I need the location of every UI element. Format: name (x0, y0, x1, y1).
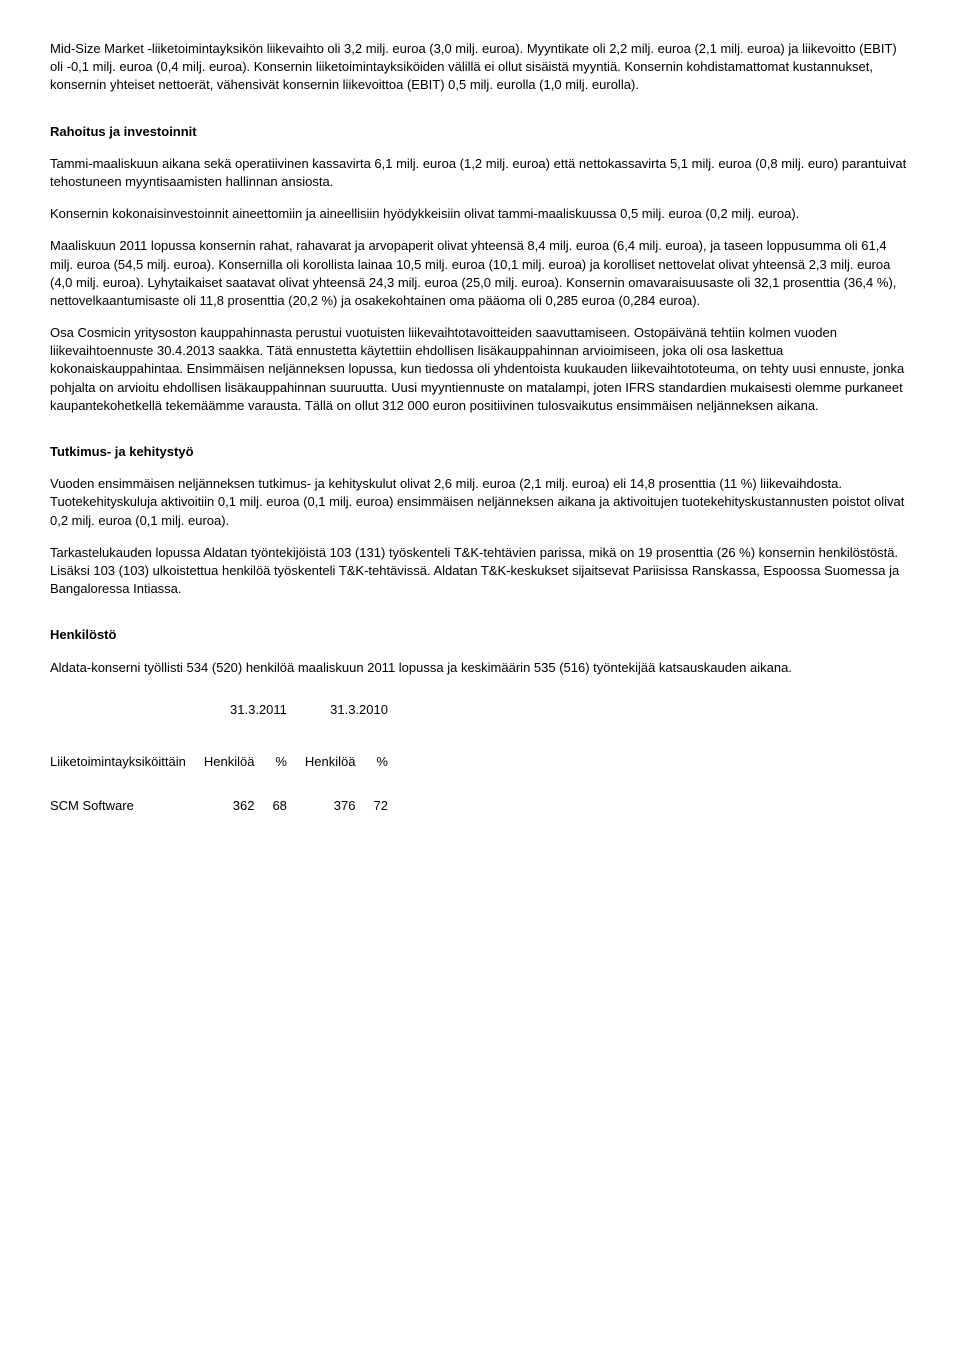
heading-henkilosto: Henkilöstö (50, 626, 910, 644)
paragraph-balance: Maaliskuun 2011 lopussa konsernin rahat,… (50, 237, 910, 310)
table-date-2: 31.3.2010 (305, 697, 406, 723)
table-date-1: 31.3.2011 (204, 697, 305, 723)
table-cell: 72 (374, 793, 406, 819)
table-col-henkiloa-1: Henkilöä (204, 749, 273, 775)
table-date-row: 31.3.2011 31.3.2010 (50, 697, 406, 723)
table-row-label: SCM Software (50, 793, 204, 819)
paragraph-rd-staff: Tarkastelukauden lopussa Aldatan työntek… (50, 544, 910, 599)
heading-tutkimus: Tutkimus- ja kehitystyö (50, 443, 910, 461)
paragraph-cashflow: Tammi-maaliskuun aikana sekä operatiivin… (50, 155, 910, 191)
paragraph-investments: Konsernin kokonaisinvestoinnit aineettom… (50, 205, 910, 223)
table-row: SCM Software 362 68 376 72 (50, 793, 406, 819)
table-col-henkiloa-2: Henkilöä (305, 749, 374, 775)
paragraph-midsize: Mid-Size Market -liiketoimintayksikön li… (50, 40, 910, 95)
table-col-pct-1: % (272, 749, 304, 775)
table-col-pct-2: % (374, 749, 406, 775)
staff-table: 31.3.2011 31.3.2010 Liiketoimintayksiköi… (50, 697, 406, 820)
table-header-row: Liiketoimintayksiköittäin Henkilöä % Hen… (50, 749, 406, 775)
paragraph-rd-costs: Vuoden ensimmäisen neljänneksen tutkimus… (50, 475, 910, 530)
paragraph-cosmic: Osa Cosmicin yritysoston kauppahinnasta … (50, 324, 910, 415)
table-cell: 362 (204, 793, 273, 819)
table-cell: 68 (272, 793, 304, 819)
heading-rahoitus: Rahoitus ja investoinnit (50, 123, 910, 141)
paragraph-staff: Aldata-konserni työllisti 534 (520) henk… (50, 659, 910, 677)
table-cell: 376 (305, 793, 374, 819)
table-rowlabel-header: Liiketoimintayksiköittäin (50, 749, 204, 775)
